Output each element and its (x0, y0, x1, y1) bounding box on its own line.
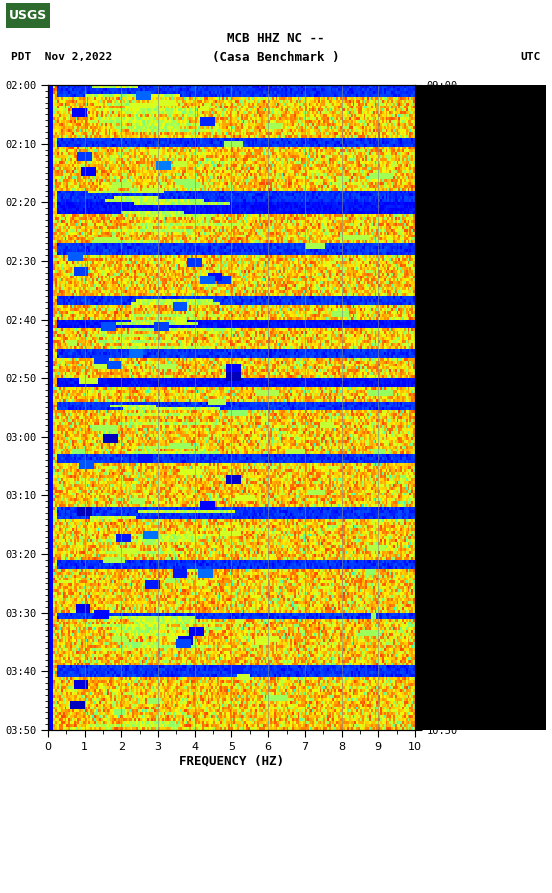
Text: UTC: UTC (521, 52, 541, 62)
Text: USGS: USGS (8, 9, 47, 22)
Text: MCB HHZ NC --: MCB HHZ NC -- (227, 31, 325, 45)
Text: PDT  Nov 2,2022: PDT Nov 2,2022 (11, 52, 112, 62)
X-axis label: FREQUENCY (HZ): FREQUENCY (HZ) (179, 755, 284, 768)
Text: (Casa Benchmark ): (Casa Benchmark ) (213, 51, 339, 63)
